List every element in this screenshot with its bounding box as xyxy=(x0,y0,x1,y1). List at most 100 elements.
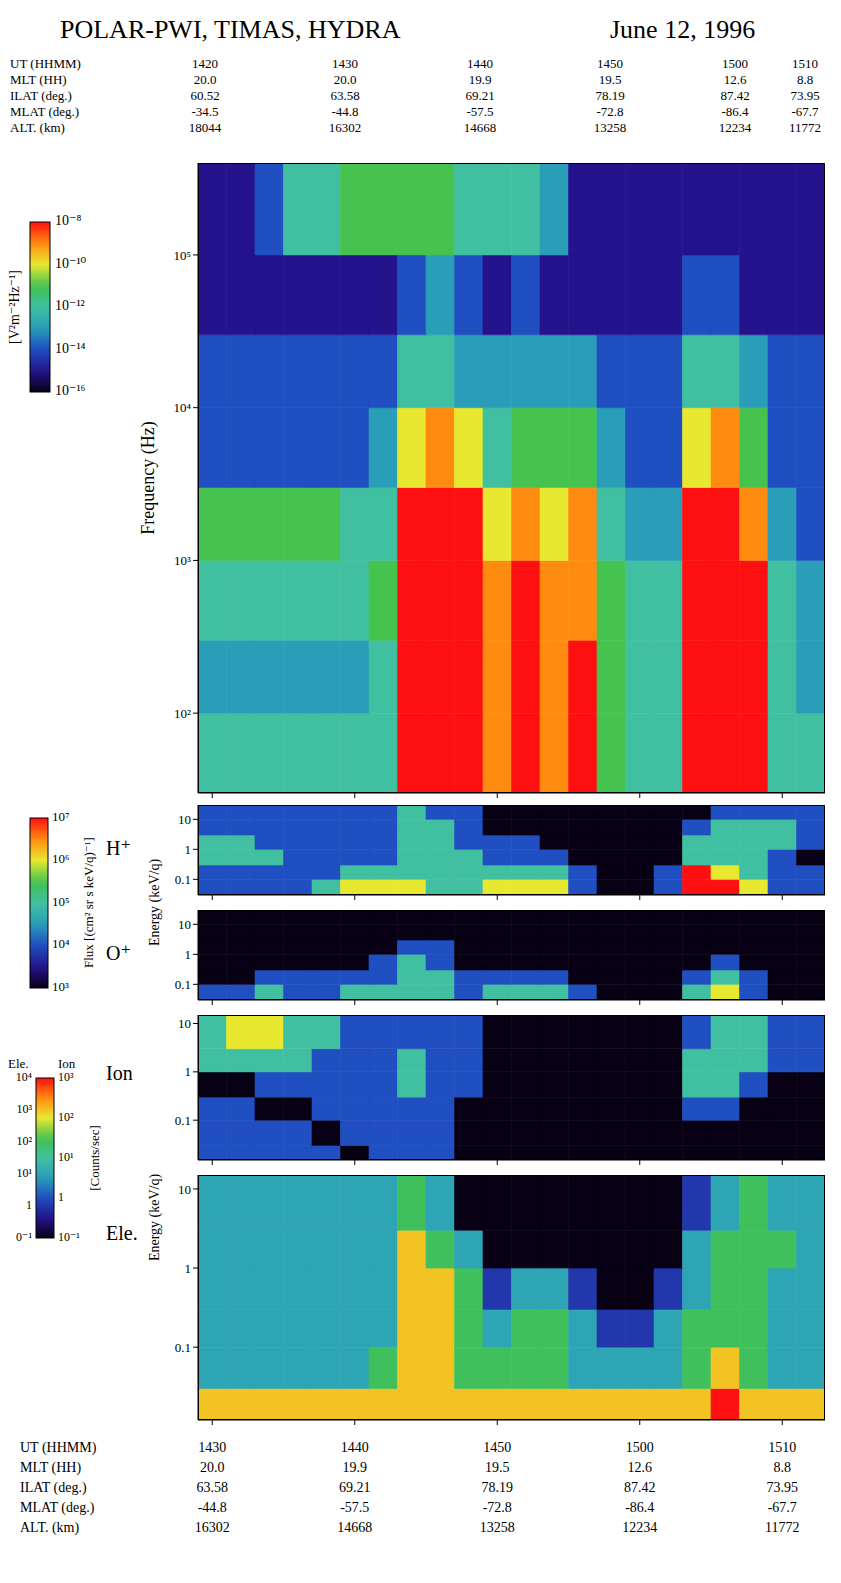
svg-text:Energy (keV/q): Energy (keV/q) xyxy=(147,859,163,947)
svg-text:20.0: 20.0 xyxy=(194,72,217,87)
svg-text:12.6: 12.6 xyxy=(628,1460,653,1475)
svg-text:10⁴: 10⁴ xyxy=(173,400,191,415)
svg-text:18044: 18044 xyxy=(189,120,222,135)
svg-text:UT (HHMM): UT (HHMM) xyxy=(10,56,81,71)
svg-text:-57.5: -57.5 xyxy=(466,104,493,119)
svg-text:10: 10 xyxy=(178,812,191,827)
svg-text:10⁵: 10⁵ xyxy=(52,894,70,909)
svg-text:11772: 11772 xyxy=(765,1520,799,1535)
svg-text:Ion: Ion xyxy=(106,1062,133,1084)
svg-text:13258: 13258 xyxy=(594,120,627,135)
svg-text:-72.8: -72.8 xyxy=(483,1500,512,1515)
svg-text:1500: 1500 xyxy=(626,1440,654,1455)
svg-text:1: 1 xyxy=(185,1261,192,1276)
svg-text:20.0: 20.0 xyxy=(200,1460,225,1475)
svg-text:12.6: 12.6 xyxy=(724,72,747,87)
svg-text:10⁻¹⁴: 10⁻¹⁴ xyxy=(55,341,86,356)
svg-text:10⁴: 10⁴ xyxy=(52,936,70,951)
svg-text:16302: 16302 xyxy=(195,1520,230,1535)
svg-text:10⁻¹⁶: 10⁻¹⁶ xyxy=(55,383,86,398)
svg-text:10¹: 10¹ xyxy=(58,1150,74,1164)
svg-text:-86.4: -86.4 xyxy=(625,1500,654,1515)
svg-text:Ele.: Ele. xyxy=(106,1222,138,1244)
svg-text:10⁵: 10⁵ xyxy=(173,248,191,263)
svg-text:0⁻¹: 0⁻¹ xyxy=(16,1230,32,1244)
svg-text:UT (HHMM): UT (HHMM) xyxy=(20,1440,97,1456)
svg-text:13258: 13258 xyxy=(480,1520,515,1535)
svg-text:73.95: 73.95 xyxy=(767,1480,799,1495)
svg-text:78.19: 78.19 xyxy=(482,1480,514,1495)
svg-text:Frequency (Hz): Frequency (Hz) xyxy=(138,421,159,534)
svg-text:63.58: 63.58 xyxy=(197,1480,229,1495)
svg-text:1450: 1450 xyxy=(597,56,623,71)
svg-text:1440: 1440 xyxy=(467,56,493,71)
svg-text:-34.5: -34.5 xyxy=(191,104,218,119)
svg-text:POLAR-PWI, TIMAS, HYDRA: POLAR-PWI, TIMAS, HYDRA xyxy=(60,15,401,44)
svg-text:-57.5: -57.5 xyxy=(340,1500,369,1515)
svg-text:10³: 10³ xyxy=(52,979,69,994)
svg-text:ALT. (km): ALT. (km) xyxy=(10,120,65,135)
svg-text:-86.4: -86.4 xyxy=(721,104,749,119)
svg-text:Flux [(cm² sr s keV/q)⁻¹]: Flux [(cm² sr s keV/q)⁻¹] xyxy=(81,837,96,968)
svg-text:-72.8: -72.8 xyxy=(596,104,623,119)
svg-text:1510: 1510 xyxy=(768,1440,796,1455)
svg-text:0.1: 0.1 xyxy=(175,872,191,887)
svg-text:MLT (HH): MLT (HH) xyxy=(20,1460,81,1476)
svg-text:10⁻¹²: 10⁻¹² xyxy=(55,298,85,313)
svg-text:10⁻¹⁰: 10⁻¹⁰ xyxy=(55,256,87,271)
svg-text:ALT. (km): ALT. (km) xyxy=(20,1520,79,1536)
svg-text:1: 1 xyxy=(185,947,192,962)
svg-text:-67.7: -67.7 xyxy=(791,104,819,119)
svg-text:20.0: 20.0 xyxy=(334,72,357,87)
svg-text:12234: 12234 xyxy=(719,120,752,135)
svg-text:O⁺: O⁺ xyxy=(106,942,131,964)
svg-text:-44.8: -44.8 xyxy=(198,1500,227,1515)
svg-text:10⁻¹: 10⁻¹ xyxy=(58,1230,80,1244)
svg-text:1: 1 xyxy=(185,1064,192,1079)
svg-text:10²: 10² xyxy=(174,706,191,721)
svg-text:1510: 1510 xyxy=(792,56,818,71)
svg-text:Ele.: Ele. xyxy=(8,1056,29,1071)
svg-text:MLAT (deg.): MLAT (deg.) xyxy=(20,1500,95,1516)
svg-text:[V²m⁻²Hz⁻¹]: [V²m⁻²Hz⁻¹] xyxy=(7,270,22,344)
svg-text:MLT (HH): MLT (HH) xyxy=(10,72,67,87)
svg-text:69.21: 69.21 xyxy=(465,88,494,103)
svg-text:10¹: 10¹ xyxy=(16,1166,32,1180)
svg-text:8.8: 8.8 xyxy=(774,1460,792,1475)
svg-text:73.95: 73.95 xyxy=(790,88,819,103)
svg-text:11772: 11772 xyxy=(789,120,821,135)
svg-text:19.5: 19.5 xyxy=(485,1460,510,1475)
svg-text:10²: 10² xyxy=(16,1134,32,1148)
svg-text:69.21: 69.21 xyxy=(339,1480,371,1495)
svg-text:MLAT (deg.): MLAT (deg.) xyxy=(10,104,79,119)
svg-text:10⁴: 10⁴ xyxy=(16,1070,32,1084)
svg-text:Ion: Ion xyxy=(58,1056,76,1071)
svg-text:10⁷: 10⁷ xyxy=(52,809,70,824)
svg-text:19.5: 19.5 xyxy=(599,72,622,87)
svg-text:ILAT (deg.): ILAT (deg.) xyxy=(20,1480,87,1496)
svg-text:H⁺: H⁺ xyxy=(106,837,131,859)
svg-text:1: 1 xyxy=(185,842,192,857)
svg-text:1: 1 xyxy=(58,1190,64,1204)
svg-text:10⁶: 10⁶ xyxy=(52,851,70,866)
svg-text:-67.7: -67.7 xyxy=(768,1500,797,1515)
svg-text:19.9: 19.9 xyxy=(343,1460,368,1475)
svg-text:10⁻⁸: 10⁻⁸ xyxy=(55,213,81,228)
svg-text:1440: 1440 xyxy=(341,1440,369,1455)
svg-text:1430: 1430 xyxy=(332,56,358,71)
svg-text:63.58: 63.58 xyxy=(330,88,359,103)
svg-text:60.52: 60.52 xyxy=(190,88,219,103)
svg-text:1: 1 xyxy=(26,1198,32,1212)
svg-text:10: 10 xyxy=(178,1182,191,1197)
svg-text:1420: 1420 xyxy=(192,56,218,71)
svg-text:1500: 1500 xyxy=(722,56,748,71)
svg-text:16302: 16302 xyxy=(329,120,362,135)
svg-text:10³: 10³ xyxy=(16,1102,32,1116)
svg-text:12234: 12234 xyxy=(622,1520,657,1535)
svg-text:78.19: 78.19 xyxy=(595,88,624,103)
svg-text:10³: 10³ xyxy=(174,553,191,568)
svg-text:10³: 10³ xyxy=(58,1070,74,1084)
svg-text:19.9: 19.9 xyxy=(469,72,492,87)
svg-text:14668: 14668 xyxy=(337,1520,372,1535)
svg-text:ILAT (deg.): ILAT (deg.) xyxy=(10,88,72,103)
